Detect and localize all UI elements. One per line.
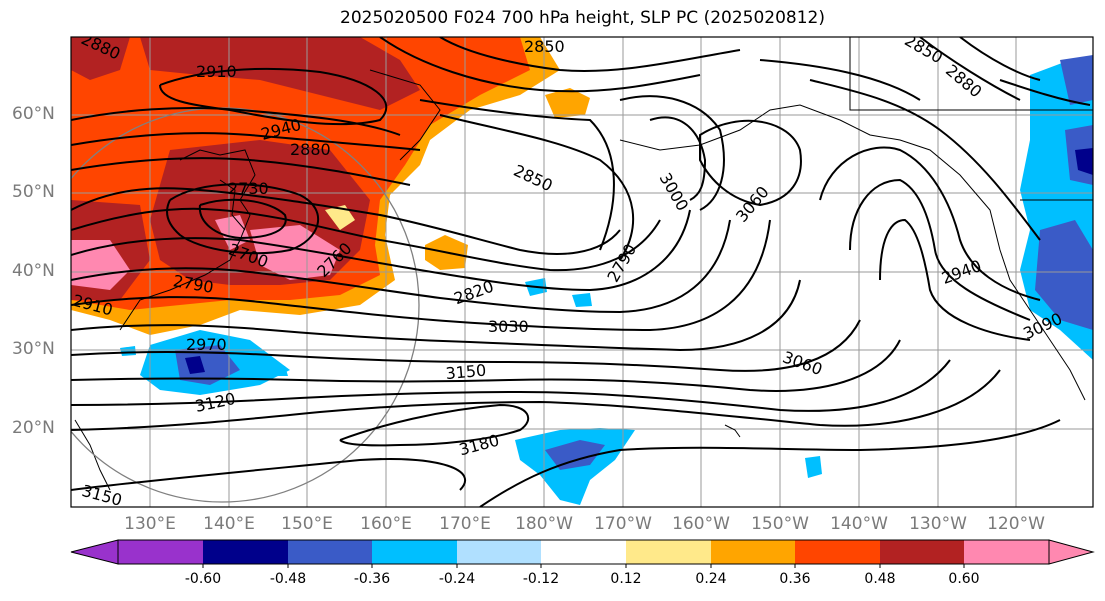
height-contours <box>71 37 1091 507</box>
colorbar-tick-label: -0.12 <box>522 571 560 587</box>
contour-label: 3030 <box>488 317 529 336</box>
lat-label: 60°N <box>12 104 55 124</box>
lon-label: 150°E <box>281 514 333 534</box>
colorbar <box>70 539 1095 568</box>
lat-label: 20°N <box>12 418 55 438</box>
lon-label: 160°E <box>360 514 412 534</box>
lat-label: 40°N <box>12 261 55 281</box>
colorbar-tick-label: 0.24 <box>695 571 727 587</box>
colorbar-segment <box>541 540 626 564</box>
colorbar-tick-label: -0.24 <box>438 571 476 587</box>
colorbar-segment <box>118 540 203 564</box>
contour-label: 2880 <box>290 140 331 159</box>
contour-label: 2850 <box>524 37 565 56</box>
colorbar-tick-label: 0.12 <box>610 571 642 587</box>
colorbar-extend-low <box>70 539 119 565</box>
lon-label: 180°W <box>515 514 573 534</box>
lat-label: 30°N <box>12 339 55 359</box>
colorbar-tick-label: 0.36 <box>779 571 811 587</box>
map-title: 2025020500 F024 700 hPa height, SLP PC (… <box>340 8 825 28</box>
lon-label: 130°W <box>909 514 967 534</box>
contour-label: 2730 <box>228 179 269 198</box>
colorbar-segment <box>626 540 711 564</box>
contour-label: 3150 <box>445 361 487 383</box>
colorbar-segment <box>372 540 457 564</box>
lon-label: 150°W <box>751 514 809 534</box>
colorbar-segment <box>880 540 964 564</box>
colorbar-segment <box>711 540 795 564</box>
map-frame <box>70 36 1094 508</box>
contour-label: 2970 <box>186 335 227 354</box>
colorbar-segment <box>203 540 288 564</box>
lon-label: 170°W <box>594 514 652 534</box>
lon-label: 140°E <box>203 514 255 534</box>
colorbar-tick-label: -0.48 <box>269 571 307 587</box>
contour-label: 2910 <box>196 62 237 81</box>
lon-label: 170°E <box>439 514 491 534</box>
colorbar-tick-label: -0.36 <box>353 571 391 587</box>
lon-label: 120°W <box>987 514 1045 534</box>
colorbar-segment <box>795 540 880 564</box>
colorbar-tick-label: -0.60 <box>184 571 222 587</box>
colorbar-frame <box>117 539 1050 565</box>
colorbar-segment <box>457 540 541 564</box>
colorbar-segment <box>964 540 1049 564</box>
colorbar-extend-high <box>1048 539 1095 565</box>
colorbar-tick-label: 0.48 <box>864 571 896 587</box>
colorbar-segment <box>288 540 372 564</box>
colorbar-tick-label: 0.60 <box>948 571 980 587</box>
lon-label: 130°E <box>124 514 176 534</box>
lat-label: 50°N <box>12 182 55 202</box>
lon-label: 160°W <box>672 514 730 534</box>
lon-label: 140°W <box>830 514 888 534</box>
coastlines <box>74 37 1093 491</box>
